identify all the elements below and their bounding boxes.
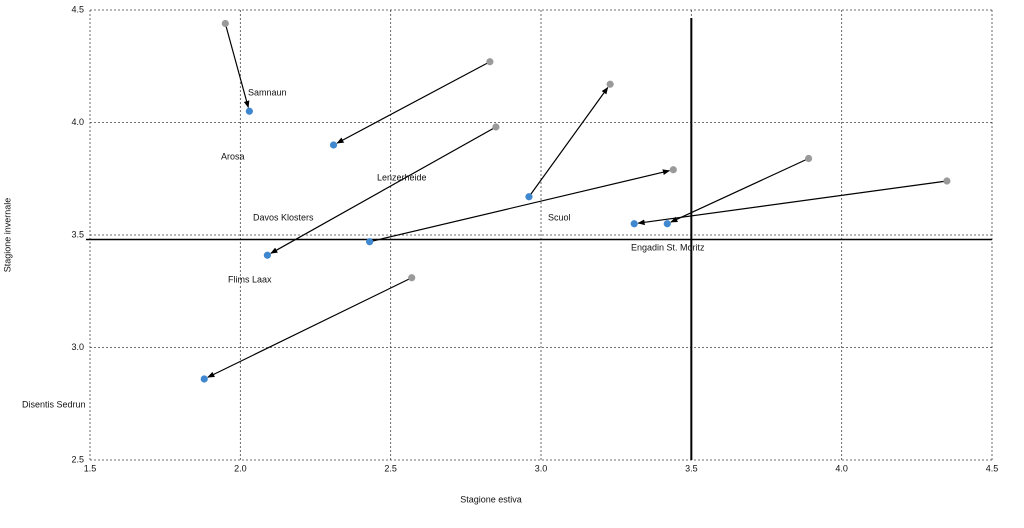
point (329, 141, 338, 149)
arrow (207, 277, 412, 378)
y-tick-label: 3.0 (71, 342, 84, 352)
point-label: Disentis Sedrun (22, 399, 86, 409)
arrow (224, 23, 250, 109)
x-tick-label: 4.0 (835, 463, 848, 473)
x-tick-label: 3.0 (535, 463, 548, 473)
x-tick-label: 2.0 (234, 463, 247, 473)
point-label: Engadin St. Moritz (631, 242, 705, 252)
point (630, 220, 638, 228)
point (943, 177, 951, 185)
y-tick-label: 2.5 (71, 454, 84, 464)
point (669, 166, 677, 174)
point (408, 274, 416, 282)
x-tick-label: 4.5 (986, 463, 999, 473)
point-label: Flims Laax (228, 274, 272, 284)
arrow (369, 169, 671, 243)
arrow (637, 180, 947, 226)
x-tick-label: 3.5 (685, 463, 698, 473)
y-tick-label: 3.5 (71, 229, 84, 239)
arrow (336, 61, 491, 144)
point (366, 238, 374, 246)
point (663, 220, 671, 228)
point-label: Samnaun (248, 87, 287, 97)
point-label: Arosa (221, 151, 245, 161)
point (200, 375, 208, 383)
y-tick-label: 4.0 (71, 117, 84, 127)
point (606, 80, 614, 88)
point (804, 154, 813, 163)
x-tick-label: 2.5 (384, 463, 397, 473)
arrow (670, 157, 809, 223)
point (525, 193, 533, 201)
point (221, 19, 229, 28)
point-label: Scuol (548, 212, 571, 222)
x-tick-label: 1.5 (84, 463, 97, 473)
point (245, 107, 253, 115)
arrow (270, 126, 497, 254)
point (486, 58, 494, 66)
x-axis-label: Stagione estiva (460, 494, 522, 504)
y-axis-label: Stagione invernale (2, 198, 12, 273)
arrow (528, 86, 609, 198)
point-label: Lenzerheide (377, 172, 427, 182)
point (492, 123, 500, 131)
point-label: Davos Klosters (253, 212, 314, 222)
point (263, 251, 271, 259)
y-tick-label: 4.5 (71, 4, 84, 14)
